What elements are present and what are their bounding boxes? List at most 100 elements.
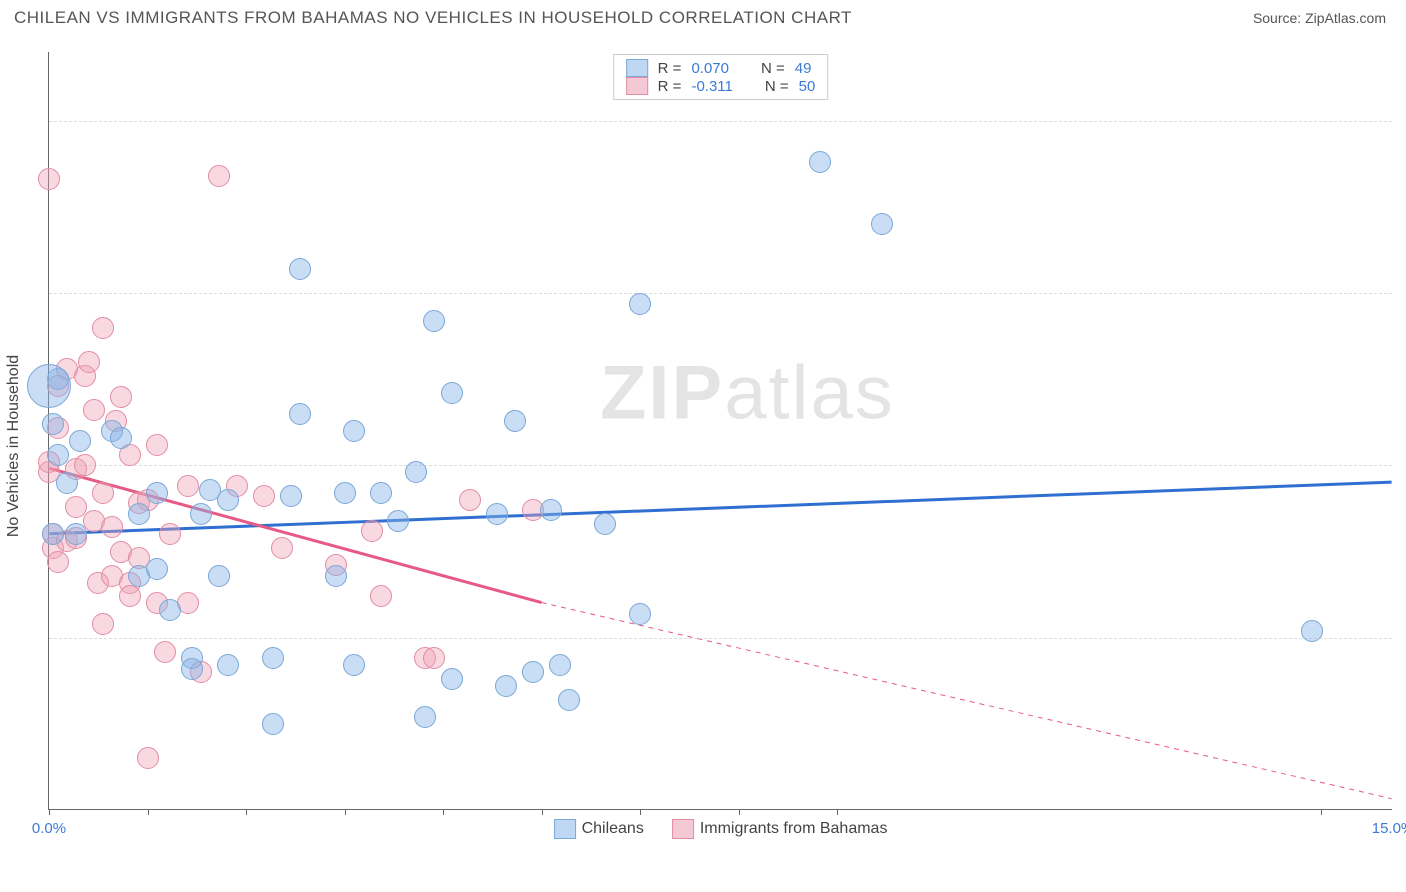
data-point bbox=[190, 503, 212, 525]
legend-label: Chileans bbox=[582, 820, 644, 837]
data-point bbox=[119, 585, 141, 607]
grid-line-h bbox=[49, 293, 1392, 294]
data-point bbox=[343, 654, 365, 676]
r-value: 0.070 bbox=[691, 60, 729, 77]
data-point bbox=[177, 475, 199, 497]
data-point bbox=[441, 382, 463, 404]
x-tick-mark bbox=[1321, 809, 1322, 815]
data-point bbox=[262, 713, 284, 735]
data-point bbox=[137, 747, 159, 769]
data-point bbox=[441, 668, 463, 690]
data-point bbox=[629, 293, 651, 315]
trend-lines bbox=[49, 52, 1392, 809]
data-point bbox=[78, 351, 100, 373]
data-point bbox=[69, 430, 91, 452]
data-point bbox=[522, 661, 544, 683]
data-point bbox=[217, 654, 239, 676]
y-tick-label: 20.0% bbox=[1398, 112, 1406, 129]
data-point bbox=[47, 551, 69, 573]
data-point bbox=[405, 461, 427, 483]
legend-stats-row: R = 0.070 N = 49 bbox=[626, 59, 816, 77]
data-point bbox=[549, 654, 571, 676]
chart-area: ZIPatlas R =0.070N =49R =-0.311N =50 Chi… bbox=[48, 52, 1392, 810]
data-point bbox=[83, 399, 105, 421]
watermark-bold: ZIP bbox=[600, 350, 724, 435]
y-tick-label: 10.0% bbox=[1398, 457, 1406, 474]
data-point bbox=[370, 482, 392, 504]
x-tick-mark bbox=[148, 809, 149, 815]
n-value: 49 bbox=[795, 60, 812, 77]
n-label: N = bbox=[765, 78, 789, 95]
x-tick-mark bbox=[345, 809, 346, 815]
watermark: ZIPatlas bbox=[600, 349, 895, 436]
data-point bbox=[262, 647, 284, 669]
data-point-large bbox=[27, 364, 71, 408]
data-point bbox=[370, 585, 392, 607]
data-point bbox=[414, 706, 436, 728]
data-point bbox=[110, 386, 132, 408]
x-tick-mark bbox=[640, 809, 641, 815]
grid-line-h bbox=[49, 121, 1392, 122]
data-point bbox=[558, 689, 580, 711]
data-point bbox=[92, 613, 114, 635]
source-prefix: Source: bbox=[1253, 10, 1305, 26]
x-tick-label: 0.0% bbox=[32, 820, 66, 837]
data-point bbox=[208, 565, 230, 587]
x-tick-mark bbox=[443, 809, 444, 815]
data-point bbox=[387, 510, 409, 532]
r-label: R = bbox=[658, 78, 682, 95]
data-point bbox=[334, 482, 356, 504]
data-point bbox=[110, 427, 132, 449]
data-point bbox=[92, 317, 114, 339]
data-point bbox=[56, 472, 78, 494]
data-point bbox=[65, 523, 87, 545]
legend-swatch bbox=[672, 819, 694, 839]
data-point bbox=[92, 482, 114, 504]
legend-swatch bbox=[554, 819, 576, 839]
header: CHILEAN VS IMMIGRANTS FROM BAHAMAS NO VE… bbox=[0, 0, 1406, 32]
n-label: N = bbox=[761, 60, 785, 77]
legend-swatch bbox=[626, 59, 648, 77]
watermark-rest: atlas bbox=[724, 350, 895, 435]
legend-swatch bbox=[626, 77, 648, 95]
data-point bbox=[871, 213, 893, 235]
data-point bbox=[154, 641, 176, 663]
data-point bbox=[486, 503, 508, 525]
data-point bbox=[47, 444, 69, 466]
r-value: -0.311 bbox=[691, 78, 732, 95]
data-point bbox=[159, 599, 181, 621]
data-point bbox=[146, 482, 168, 504]
grid-line-h bbox=[49, 465, 1392, 466]
data-point bbox=[289, 258, 311, 280]
data-point bbox=[1301, 620, 1323, 642]
source-value: ZipAtlas.com bbox=[1305, 10, 1386, 26]
data-point bbox=[146, 434, 168, 456]
x-tick-mark bbox=[739, 809, 740, 815]
data-point bbox=[217, 489, 239, 511]
data-point bbox=[629, 603, 651, 625]
data-point bbox=[208, 165, 230, 187]
x-tick-mark bbox=[246, 809, 247, 815]
data-point bbox=[504, 410, 526, 432]
y-tick-label: 5.0% bbox=[1398, 629, 1406, 646]
data-point bbox=[495, 675, 517, 697]
data-point bbox=[594, 513, 616, 535]
data-point bbox=[74, 454, 96, 476]
grid-line-h bbox=[49, 638, 1392, 639]
data-point bbox=[38, 168, 60, 190]
data-point bbox=[280, 485, 302, 507]
data-point bbox=[809, 151, 831, 173]
data-point bbox=[540, 499, 562, 521]
data-point bbox=[181, 658, 203, 680]
r-label: R = bbox=[658, 60, 682, 77]
y-tick-label: 15.0% bbox=[1398, 285, 1406, 302]
legend-stats-row: R =-0.311N =50 bbox=[626, 77, 816, 95]
data-point bbox=[146, 558, 168, 580]
x-tick-mark bbox=[542, 809, 543, 815]
legend-label: Immigrants from Bahamas bbox=[700, 820, 888, 837]
data-point bbox=[128, 503, 150, 525]
x-tick-mark bbox=[49, 809, 50, 815]
data-point bbox=[42, 523, 64, 545]
data-point bbox=[325, 565, 347, 587]
y-axis-title: No Vehicles in Household bbox=[5, 355, 23, 537]
